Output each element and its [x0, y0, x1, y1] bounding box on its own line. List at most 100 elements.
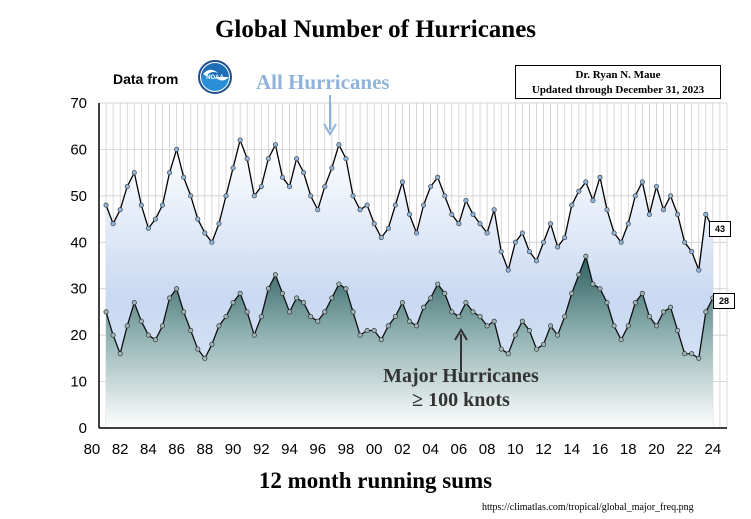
major-hurricanes-point	[625, 323, 631, 329]
major-hurricanes-point	[152, 337, 158, 343]
major-hurricanes-point	[569, 290, 575, 296]
major-hurricanes-arrowhead	[454, 328, 468, 341]
x-tick-label: 04	[422, 441, 439, 458]
major-hurricanes-point	[498, 346, 504, 352]
major-hurricanes-point	[449, 309, 455, 315]
all-hurricanes-point	[315, 207, 321, 213]
latest-all-value: 43	[709, 221, 731, 237]
all-hurricanes-point	[138, 202, 144, 208]
all-hurricanes-point	[689, 249, 695, 255]
major-hurricanes-point	[364, 327, 370, 333]
x-tick-label: 94	[281, 441, 298, 458]
all-hurricanes-point	[110, 221, 116, 227]
all-hurricanes-point	[202, 230, 208, 236]
all-hurricanes-point	[131, 170, 137, 176]
all-hurricanes-point	[484, 230, 490, 236]
major-hurricanes-point	[477, 314, 483, 320]
major-hurricanes-point	[590, 281, 596, 287]
major-hurricanes-point	[272, 272, 278, 278]
major-hurricanes-point	[160, 323, 166, 329]
y-tick-label: 50	[70, 188, 87, 205]
major-hurricanes-point	[562, 314, 568, 320]
all-hurricanes-point	[576, 188, 582, 194]
credit-author: Dr. Ryan N. Maue	[575, 69, 661, 81]
major-hurricanes-point	[117, 351, 123, 357]
major-hurricanes-point	[230, 300, 236, 306]
x-tick-label: 84	[140, 441, 157, 458]
y-tick-label: 40	[70, 234, 87, 251]
x-tick-label: 82	[112, 441, 129, 458]
all-hurricanes-point	[343, 156, 349, 162]
major-hurricanes-point	[223, 314, 229, 320]
major-hurricanes-point	[145, 332, 151, 338]
major-hurricanes-point	[279, 290, 285, 296]
all-hurricanes-point	[653, 184, 659, 190]
x-tick-label: 00	[366, 441, 383, 458]
major-hurricanes-point	[406, 318, 412, 324]
all-hurricanes-point	[632, 193, 638, 199]
all-hurricanes-point	[371, 221, 377, 227]
major-hurricanes-point	[470, 309, 476, 315]
major-hurricanes-point	[414, 323, 420, 329]
all-hurricanes-point	[223, 193, 229, 199]
all-hurricanes-point	[533, 258, 539, 264]
all-hurricanes-point	[491, 207, 497, 213]
major-hurricanes-point	[237, 290, 243, 296]
major-hurricanes-point	[181, 309, 187, 315]
all-hurricanes-point	[301, 170, 307, 176]
all-hurricanes-point	[244, 156, 250, 162]
major-hurricanes-point	[576, 272, 582, 278]
all-hurricanes-point	[618, 239, 624, 245]
major-hurricanes-point	[653, 323, 659, 329]
major-hurricanes-point	[421, 304, 427, 310]
x-tick-label: 14	[563, 441, 580, 458]
major-hurricanes-point	[216, 323, 222, 329]
x-tick-label: 88	[196, 441, 213, 458]
all-hurricanes-point	[548, 221, 554, 227]
all-hurricanes-point	[279, 174, 285, 180]
data-from-label: Data from	[113, 71, 179, 87]
major-hurricanes-point	[484, 323, 490, 329]
source-url: https://climatlas.com/tropical/global_ma…	[482, 502, 694, 513]
all-hurricanes-point	[625, 221, 631, 227]
major-hurricanes-point	[548, 323, 554, 329]
x-tick-label: 22	[676, 441, 693, 458]
all-hurricanes-point	[124, 184, 130, 190]
major-hurricanes-point	[195, 346, 201, 352]
all-hurricanes-point	[639, 179, 645, 185]
major-hurricanes-point	[350, 309, 356, 315]
major-hurricanes-point	[202, 355, 208, 361]
noaa-logo-icon: NOAA	[198, 60, 232, 94]
y-tick-label: 20	[70, 327, 87, 344]
major-hurricanes-point	[167, 295, 173, 301]
x-tick-label: 12	[535, 441, 552, 458]
all-hurricanes-point	[378, 235, 384, 241]
all-hurricanes-point	[357, 207, 363, 213]
major-hurricanes-point	[675, 327, 681, 333]
major-hurricanes-point	[463, 300, 469, 306]
major-hurricanes-point	[378, 337, 384, 343]
x-tick-label: 10	[507, 441, 524, 458]
all-hurricanes-point	[660, 207, 666, 213]
major-hurricanes-point	[519, 318, 525, 324]
all-hurricanes-point	[703, 211, 709, 217]
all-hurricanes-point	[385, 225, 391, 231]
major-hurricanes-area	[106, 256, 713, 428]
all-hurricanes-point	[442, 193, 448, 199]
major-hurricanes-point	[696, 355, 702, 361]
major-hurricanes-point	[174, 286, 180, 292]
major-hurricanes-point	[639, 290, 645, 296]
major-hurricanes-point	[660, 309, 666, 315]
all-hurricanes-point	[399, 179, 405, 185]
all-hurricanes-point	[562, 235, 568, 241]
major-label-line2: ≥ 100 knots	[412, 389, 510, 411]
all-hurricanes-point	[350, 193, 356, 199]
credit-box: Dr. Ryan N. Maue Updated through Decembe…	[515, 65, 721, 99]
x-tick-label: 18	[620, 441, 637, 458]
x-tick-label: 20	[648, 441, 665, 458]
all-hurricanes-point	[308, 193, 314, 199]
major-hurricanes-point	[265, 286, 271, 292]
major-hurricanes-point	[188, 327, 194, 333]
all-hurricanes-point	[583, 179, 589, 185]
